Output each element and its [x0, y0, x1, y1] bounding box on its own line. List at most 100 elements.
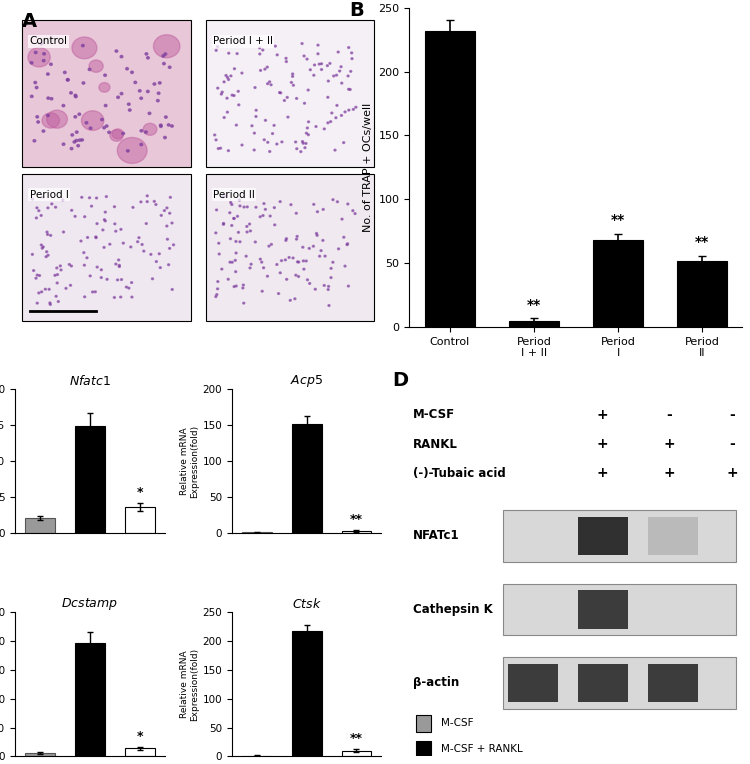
- Circle shape: [233, 286, 236, 287]
- Text: +: +: [597, 408, 608, 422]
- Circle shape: [31, 96, 33, 98]
- Circle shape: [259, 53, 261, 55]
- Circle shape: [46, 234, 49, 235]
- Circle shape: [46, 115, 50, 117]
- Circle shape: [267, 141, 268, 143]
- Circle shape: [340, 83, 343, 84]
- Circle shape: [320, 250, 322, 251]
- Text: -: -: [730, 437, 736, 451]
- Circle shape: [286, 96, 288, 99]
- Text: M-CSF: M-CSF: [413, 408, 454, 421]
- Circle shape: [104, 220, 106, 222]
- Circle shape: [279, 272, 281, 274]
- Circle shape: [288, 257, 290, 258]
- Circle shape: [171, 289, 173, 290]
- Circle shape: [146, 90, 149, 92]
- Circle shape: [223, 224, 224, 225]
- Circle shape: [74, 115, 76, 118]
- Circle shape: [284, 99, 286, 102]
- Circle shape: [305, 260, 308, 262]
- FancyBboxPatch shape: [578, 590, 628, 629]
- Circle shape: [168, 66, 171, 69]
- Circle shape: [350, 70, 352, 73]
- Circle shape: [324, 255, 326, 257]
- Circle shape: [163, 63, 165, 65]
- Bar: [677, 261, 728, 327]
- Circle shape: [235, 270, 237, 273]
- Circle shape: [287, 116, 289, 118]
- Circle shape: [143, 123, 157, 135]
- Circle shape: [328, 286, 329, 287]
- Circle shape: [115, 263, 117, 265]
- Circle shape: [348, 109, 350, 111]
- Circle shape: [338, 51, 339, 53]
- Bar: [75, 426, 105, 533]
- Circle shape: [285, 240, 287, 241]
- Circle shape: [103, 247, 105, 248]
- Circle shape: [155, 204, 157, 206]
- Circle shape: [56, 267, 58, 269]
- Circle shape: [42, 246, 44, 248]
- Circle shape: [296, 261, 298, 263]
- Circle shape: [46, 251, 48, 253]
- Circle shape: [336, 105, 338, 106]
- Circle shape: [166, 207, 168, 209]
- FancyBboxPatch shape: [503, 584, 736, 635]
- Circle shape: [223, 222, 224, 225]
- Circle shape: [56, 282, 58, 284]
- Circle shape: [45, 256, 47, 257]
- Circle shape: [157, 99, 159, 102]
- Circle shape: [35, 277, 37, 279]
- Circle shape: [262, 215, 264, 216]
- Circle shape: [276, 54, 278, 56]
- Circle shape: [169, 248, 171, 249]
- Circle shape: [290, 204, 292, 206]
- Circle shape: [74, 94, 76, 96]
- Circle shape: [335, 117, 337, 118]
- Circle shape: [343, 142, 345, 144]
- Circle shape: [126, 67, 128, 70]
- Circle shape: [259, 47, 261, 49]
- Circle shape: [105, 196, 107, 197]
- Circle shape: [261, 290, 263, 292]
- Circle shape: [214, 232, 217, 234]
- Circle shape: [102, 229, 104, 231]
- Text: **: **: [526, 298, 541, 312]
- FancyBboxPatch shape: [647, 664, 698, 702]
- Circle shape: [100, 277, 102, 278]
- Circle shape: [130, 71, 134, 73]
- Circle shape: [84, 215, 86, 218]
- Circle shape: [330, 267, 332, 269]
- Circle shape: [246, 206, 248, 208]
- Text: **: **: [350, 732, 363, 745]
- Circle shape: [302, 260, 304, 262]
- Circle shape: [32, 254, 34, 255]
- Circle shape: [352, 108, 355, 110]
- Circle shape: [254, 241, 257, 243]
- Text: M-CSF: M-CSF: [441, 718, 473, 728]
- Circle shape: [70, 209, 73, 211]
- Circle shape: [284, 259, 286, 261]
- Circle shape: [170, 196, 171, 198]
- Circle shape: [238, 231, 239, 233]
- Circle shape: [146, 201, 148, 202]
- Circle shape: [130, 246, 132, 248]
- Circle shape: [74, 96, 77, 98]
- Circle shape: [128, 103, 130, 105]
- Text: *: *: [136, 730, 143, 743]
- Circle shape: [47, 207, 49, 209]
- Circle shape: [230, 75, 232, 76]
- Circle shape: [153, 83, 156, 85]
- Circle shape: [329, 63, 331, 64]
- Circle shape: [338, 248, 340, 250]
- Text: +: +: [597, 437, 608, 451]
- Circle shape: [303, 55, 305, 57]
- Circle shape: [72, 37, 97, 59]
- Circle shape: [28, 47, 50, 67]
- Circle shape: [215, 50, 217, 51]
- Circle shape: [312, 245, 314, 247]
- Circle shape: [164, 209, 166, 212]
- Circle shape: [332, 261, 334, 263]
- Circle shape: [73, 141, 76, 143]
- Text: -: -: [730, 408, 736, 422]
